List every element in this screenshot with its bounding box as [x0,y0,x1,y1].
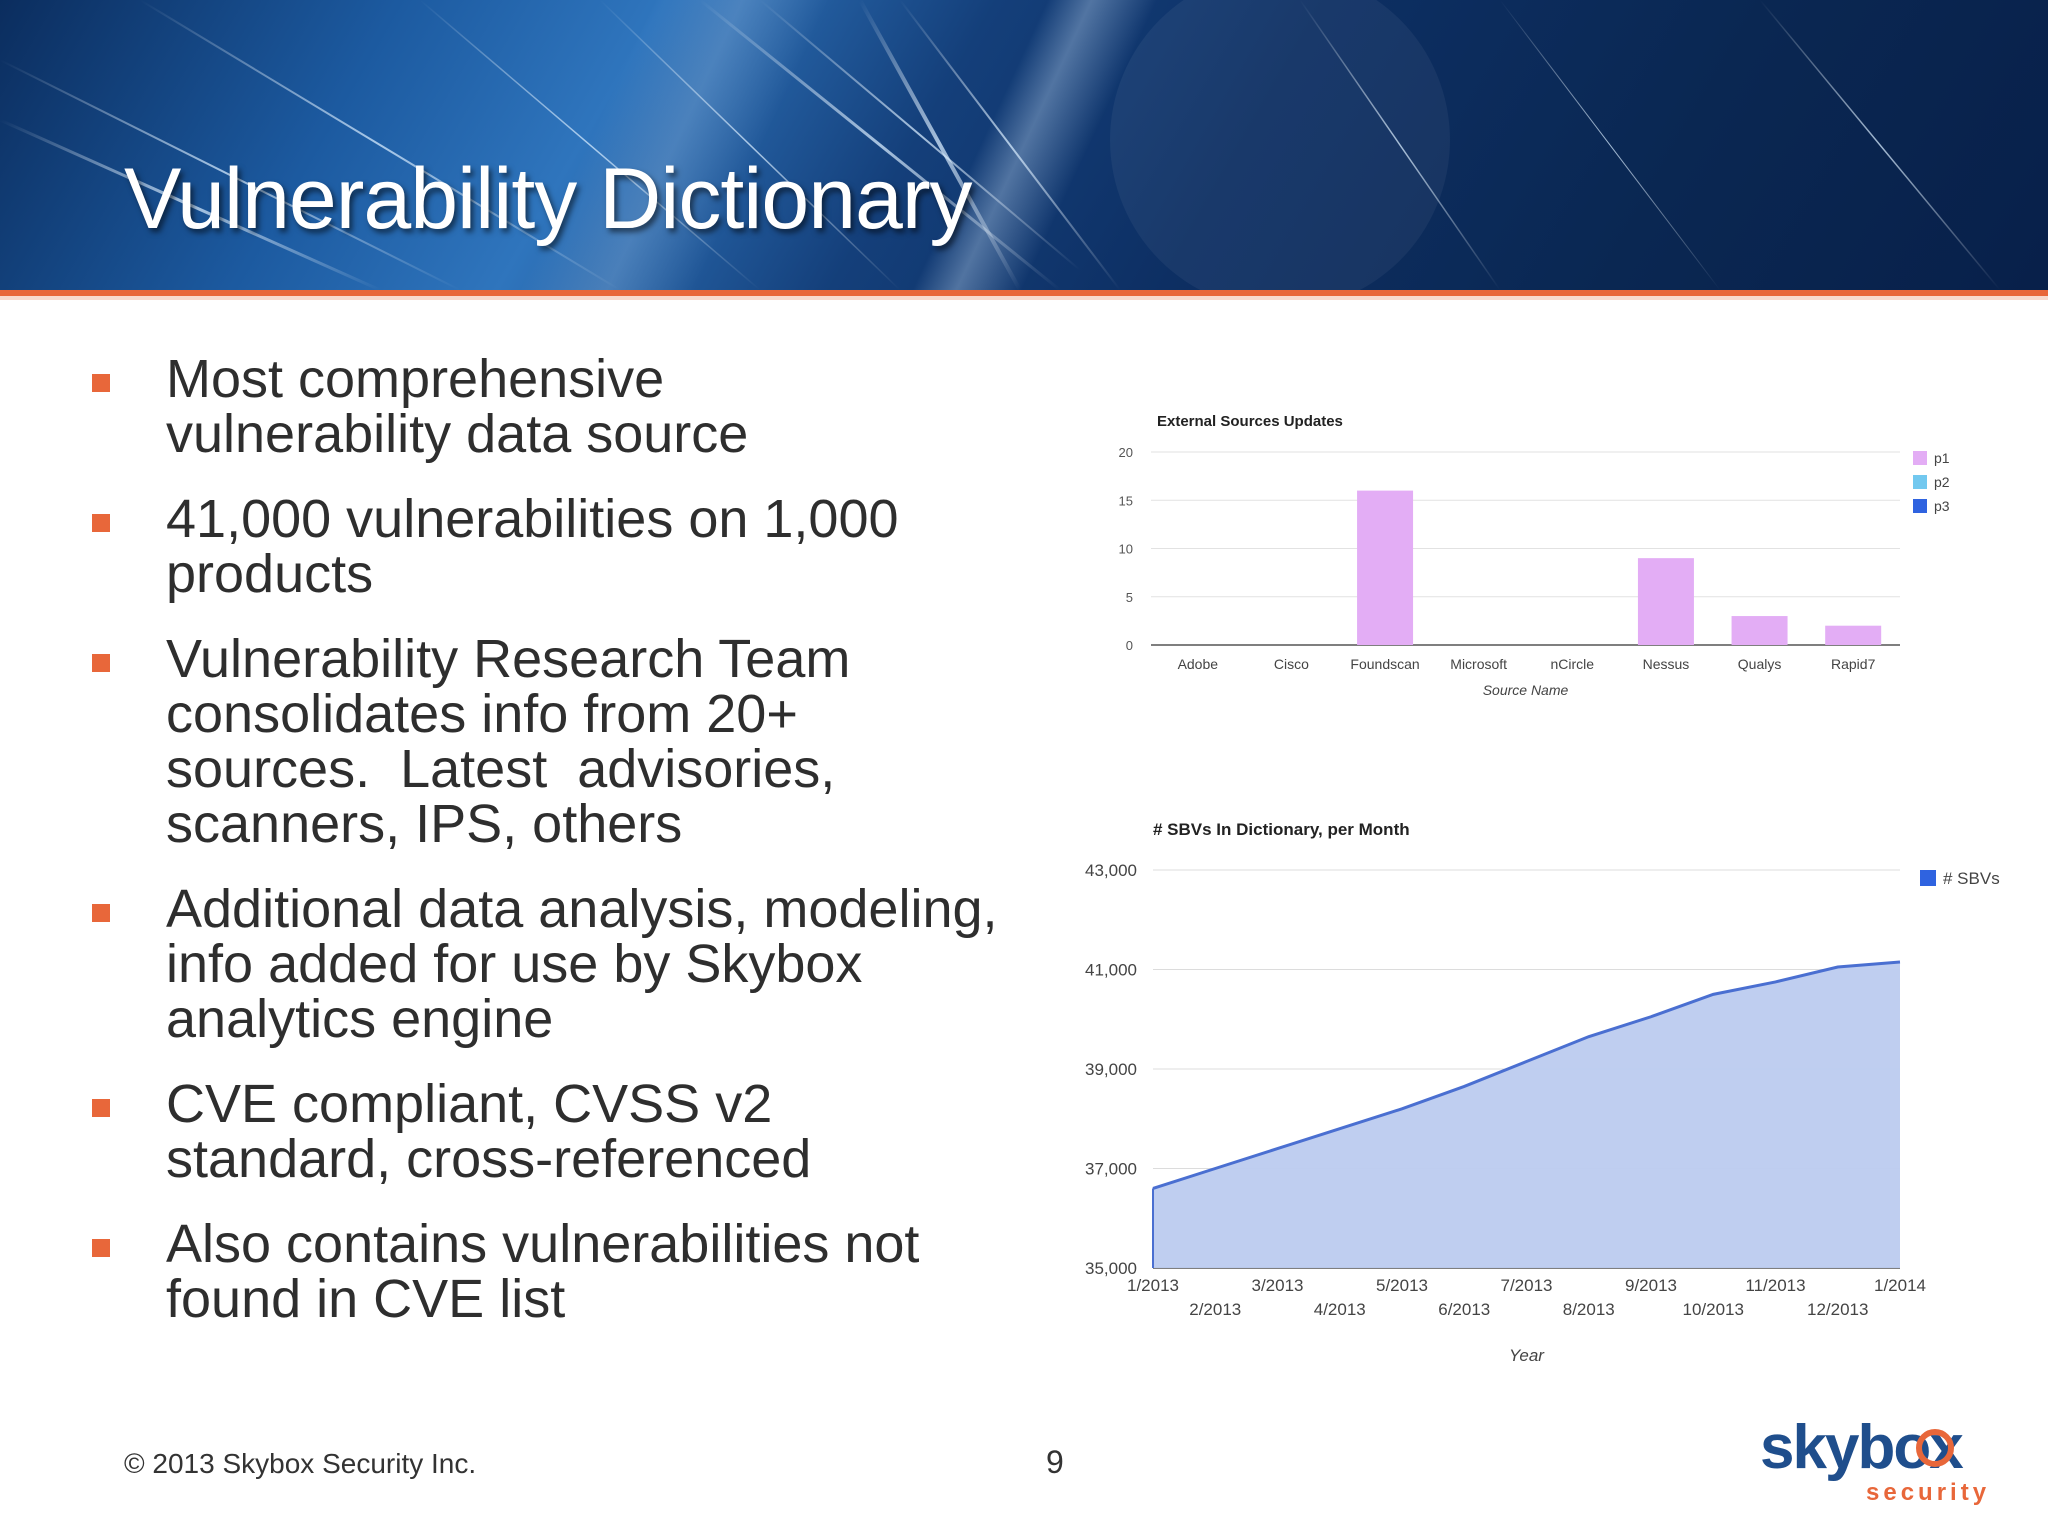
y-tick-label: 37,000 [1085,1160,1137,1179]
bullet-item: Additional data analysis, modeling, info… [90,882,1040,1047]
bullet-marker-icon [92,514,110,532]
x-tick-label: 1/2014 [1874,1276,1926,1295]
header-divider [0,290,2048,296]
y-tick-label: 5 [1126,590,1133,605]
bullet-text: Also contains vulnerabilities not found … [166,1214,920,1329]
bullet-text: 41,000 vulnerabilities on 1,000 products [166,489,899,604]
x-tick-label: nCircle [1551,656,1595,672]
x-tick-label: 3/2013 [1252,1276,1304,1295]
page-number: 9 [1046,1444,1064,1480]
banner-light-streaks [0,0,2001,290]
x-tick-label: 11/2013 [1745,1276,1805,1295]
logo-target-icon [1916,1429,1954,1467]
bullet-marker-icon [92,654,110,672]
series-line [1152,960,1901,1190]
x-tick-label: Microsoft [1450,656,1507,672]
bullet-item: Vulnerability Research Team consolidates… [90,632,1040,852]
bullet-marker-icon [92,374,110,392]
legend-label: p2 [1934,474,1950,490]
x-tick-label: Qualys [1738,656,1782,672]
series-area [1153,962,1900,1268]
chart-title: External Sources Updates [1157,413,1343,430]
y-tick-label: 43,000 [1085,861,1137,880]
x-tick-label: 7/2013 [1501,1276,1553,1295]
x-tick-label: Cisco [1274,656,1309,672]
bullet-item: CVE compliant, CVSS v2 standard, cross-r… [90,1077,1040,1187]
bullet-item: Most comprehensive vulnerability data so… [90,352,1020,462]
x-tick-label: 4/2013 [1314,1300,1366,1319]
x-tick-label: Nessus [1643,656,1690,672]
x-tick-label: 2/2013 [1189,1300,1241,1319]
bullet-text: Additional data analysis, modeling, info… [166,879,998,1049]
x-tick-label: 9/2013 [1625,1276,1677,1295]
y-tick-label: 10 [1119,542,1133,557]
legend-swatch [1913,499,1927,513]
chart-title: # SBVs In Dictionary, per Month [1153,820,1410,839]
x-tick-label: 1/2013 [1127,1276,1179,1295]
legend-swatch [1913,451,1927,465]
skybox-logo: skybox security [1760,1413,1990,1506]
bullet-marker-icon [92,1099,110,1117]
legend-swatch [1913,475,1927,489]
bar-p1 [1825,625,1882,645]
bullet-marker-icon [92,1239,110,1257]
legend-label: # SBVs [1943,869,2000,888]
bar-p1 [1357,490,1414,645]
slide-title: Vulnerability Dictionary [124,151,973,247]
external-sources-bar-chart: External Sources Updates 0 5 10 15 20 Adobe Cis… [1119,413,1950,698]
y-tick-label: 20 [1119,445,1133,460]
x-tick-label: 8/2013 [1563,1300,1615,1319]
bullet-item: 41,000 vulnerabilities on 1,000 products [90,492,1040,602]
x-tick-label: 12/2013 [1807,1300,1868,1319]
legend-swatch [1920,870,1936,886]
x-tick-label: 10/2013 [1683,1300,1744,1319]
sbvs-area-chart: # SBVs In Dictionary, per Month 35,000 37,… [1085,820,2000,1365]
x-axis-title: Year [1509,1346,1545,1365]
copyright-text: © 2013 Skybox Security Inc. [124,1448,477,1479]
x-tick-label: 5/2013 [1376,1276,1428,1295]
legend-label: p1 [1934,450,1950,466]
bullet-text: Most comprehensive vulnerability data so… [166,349,749,464]
x-tick-label: Foundscan [1350,656,1419,672]
y-tick-label: 39,000 [1085,1060,1137,1079]
x-tick-label: Rapid7 [1831,656,1876,672]
bar-p1 [1731,616,1788,645]
y-tick-label: 41,000 [1085,961,1137,980]
logo-tagline: security [1866,1479,1990,1506]
x-tick-label: Adobe [1178,656,1219,672]
bullet-list: Most comprehensive vulnerability data so… [90,352,1040,1357]
bullet-marker-icon [92,904,110,922]
logo-wordmark: skybox [1760,1413,1964,1482]
y-tick-label: 15 [1119,493,1133,508]
title-banner: Vulnerability Dictionary [0,0,2048,290]
legend-label: p3 [1934,498,1950,514]
header-divider-glow [0,296,2048,300]
y-tick-label: 0 [1126,638,1133,653]
y-tick-label: 35,000 [1085,1259,1137,1278]
bar-p1 [1637,558,1694,645]
x-axis-title: Source Name [1483,682,1569,698]
x-tick-label: 6/2013 [1438,1300,1490,1319]
bullet-text: CVE compliant, CVSS v2 standard, cross-r… [166,1074,812,1189]
bullet-text: Vulnerability Research Team consolidates… [166,629,866,854]
bullet-item: Also contains vulnerabilities not found … [90,1217,1040,1327]
